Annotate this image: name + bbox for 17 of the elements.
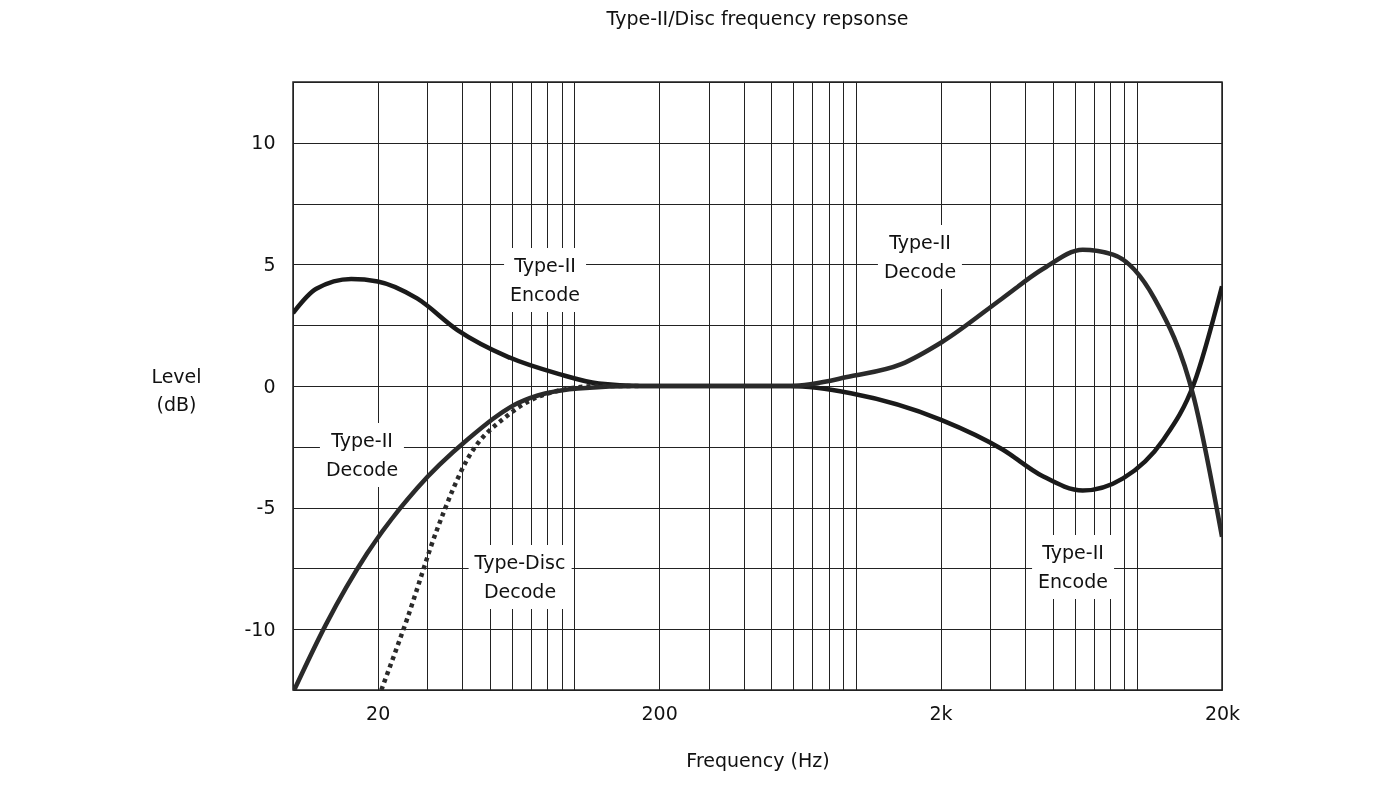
y-tick-label: 5 xyxy=(263,252,276,275)
y-tick-label: 0 xyxy=(263,374,276,397)
x-axis-title: Frequency (Hz) xyxy=(686,748,830,771)
annotation: Type-II Encode xyxy=(1032,535,1114,599)
annotation: Type-Disc Decode xyxy=(468,545,572,609)
x-tick-label: 20k xyxy=(1204,701,1241,724)
annotation: Type-II Encode xyxy=(504,248,586,312)
y-tick-label: -5 xyxy=(256,496,276,519)
x-tick-label: 2k xyxy=(929,701,953,724)
x-tick-label: 20 xyxy=(366,701,391,724)
y-tick-label: -10 xyxy=(244,617,276,640)
x-tick-label: 200 xyxy=(641,701,678,724)
y-tick-label: 10 xyxy=(251,131,276,154)
annotation: Type-II Decode xyxy=(877,225,963,289)
annotation: Type-II Decode xyxy=(319,423,405,487)
chart-title: Type-II/Disc frequency repsonse xyxy=(605,7,909,29)
y-axis-title: Level (dB) xyxy=(151,364,202,415)
